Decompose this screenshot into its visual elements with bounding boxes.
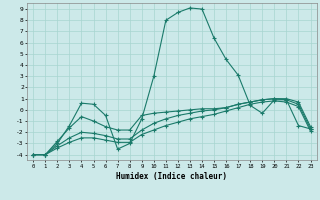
X-axis label: Humidex (Indice chaleur): Humidex (Indice chaleur): [116, 172, 228, 181]
